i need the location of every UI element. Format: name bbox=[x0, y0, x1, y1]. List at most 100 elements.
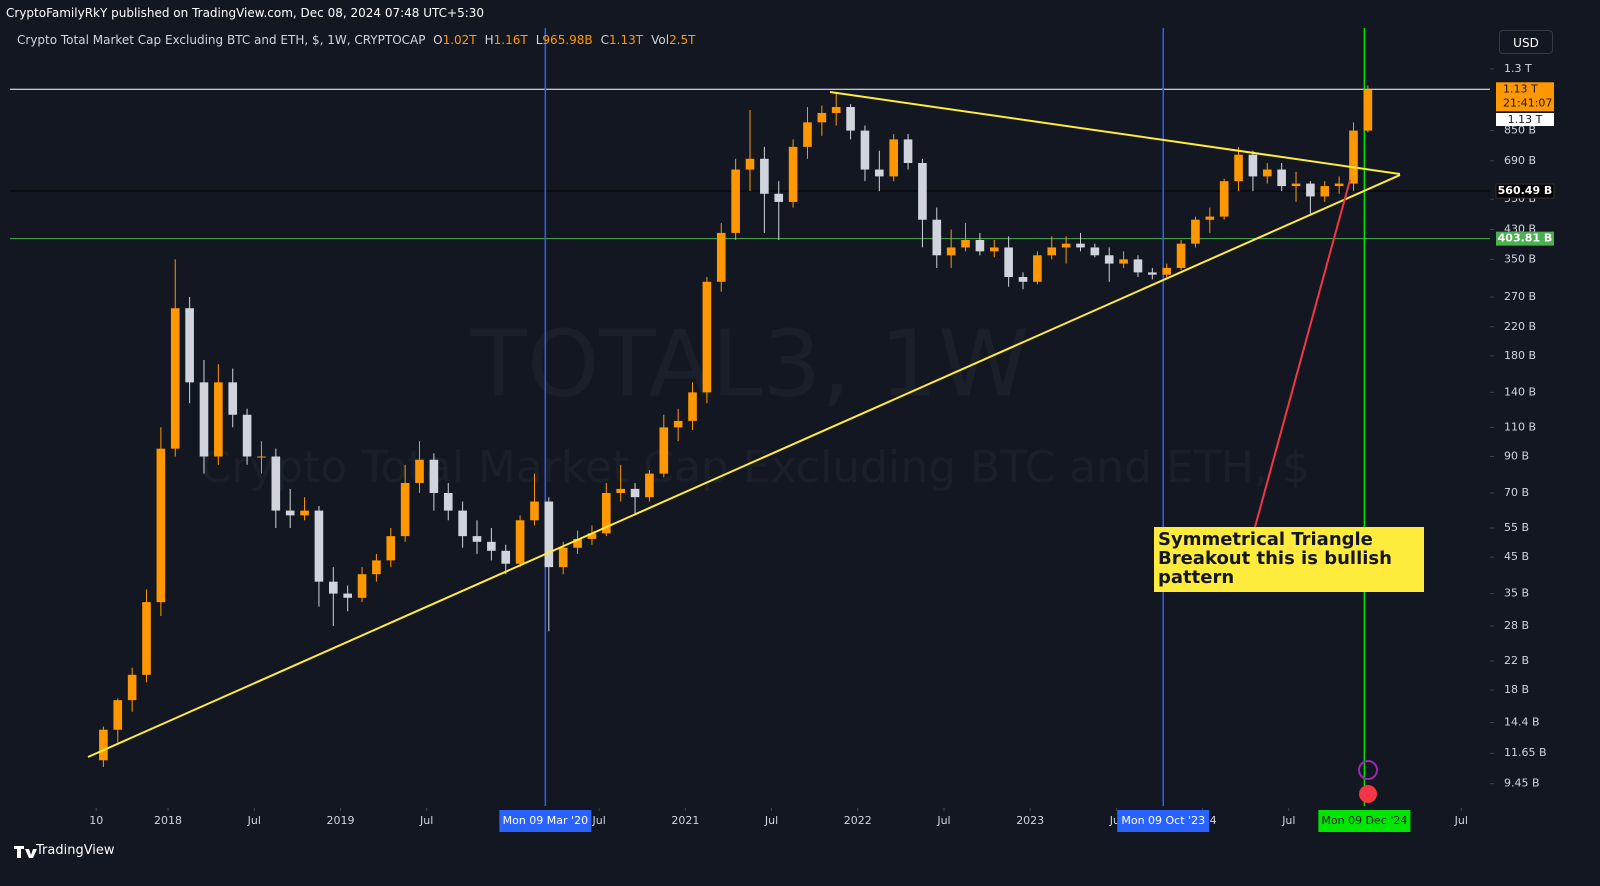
y-tick-label: 28 B bbox=[1504, 619, 1529, 632]
candle-body bbox=[429, 459, 439, 493]
countdown: 21:41:07 bbox=[1503, 96, 1552, 109]
candle-body bbox=[99, 729, 108, 761]
candle-body bbox=[1349, 130, 1358, 184]
candle-body bbox=[1248, 154, 1258, 177]
candle-body bbox=[530, 501, 539, 521]
candle-body bbox=[1191, 219, 1200, 244]
candle-body bbox=[788, 146, 798, 202]
event-icon bbox=[1358, 760, 1378, 780]
legend-value: 2.5T bbox=[669, 33, 696, 47]
x-tick-label: 2023 bbox=[1016, 814, 1044, 827]
candle-body bbox=[472, 536, 482, 542]
legend-title: Crypto Total Market Cap Excluding BTC an… bbox=[17, 33, 426, 47]
x-tick-label: Jul bbox=[1454, 814, 1468, 827]
price-badge bbox=[1496, 231, 1554, 246]
candle-body bbox=[271, 456, 281, 511]
candle-body bbox=[989, 247, 999, 252]
candle-body bbox=[501, 550, 511, 564]
candle-body bbox=[702, 281, 712, 393]
candle-body bbox=[616, 488, 625, 493]
candle-body bbox=[372, 560, 381, 575]
candle-body bbox=[1133, 259, 1143, 273]
x-tick-label: 2019 bbox=[326, 814, 354, 827]
candle-body bbox=[1291, 183, 1301, 187]
candle-body bbox=[170, 308, 180, 449]
candle-body bbox=[544, 501, 554, 568]
publisher: CryptoFamilyRkY published on TradingView… bbox=[6, 6, 485, 20]
candle-body bbox=[1234, 154, 1243, 182]
candle-body bbox=[1176, 243, 1186, 268]
candle-body bbox=[142, 602, 151, 675]
candle-body bbox=[573, 538, 582, 548]
legend: Crypto Total Market Cap Excluding BTC an… bbox=[17, 33, 703, 47]
y-tick-label: 11.65 B bbox=[1504, 746, 1547, 759]
candle-body bbox=[357, 574, 367, 598]
date-badge-label: Mon 09 Mar '20 bbox=[503, 814, 588, 827]
legend-value: 1.13T bbox=[609, 33, 644, 47]
y-tick-label: 55 B bbox=[1504, 521, 1529, 534]
watermark: Crypto Total Market Cap Excluding BTC an… bbox=[200, 442, 1310, 493]
candle-body bbox=[673, 420, 683, 428]
candle-body bbox=[932, 219, 942, 256]
candle-body bbox=[946, 247, 956, 256]
candle-body bbox=[257, 456, 266, 458]
x-tick-label: Jul bbox=[764, 814, 778, 827]
y-tick-label: 22 B bbox=[1504, 654, 1529, 667]
candle-body bbox=[415, 459, 424, 483]
y-tick-label: 18 B bbox=[1504, 683, 1529, 696]
candle-body bbox=[242, 414, 252, 457]
candle-body bbox=[1205, 216, 1215, 220]
legend-key: Vol bbox=[651, 33, 670, 47]
candle-body bbox=[1162, 267, 1172, 275]
candle-body bbox=[1018, 277, 1028, 282]
date-badge bbox=[1117, 810, 1210, 832]
candle-body bbox=[1047, 247, 1057, 256]
y-tick-label: 1.3 T bbox=[1504, 62, 1532, 75]
candle-body bbox=[443, 492, 453, 511]
candle-body bbox=[1076, 243, 1085, 248]
plot bbox=[10, 28, 1490, 806]
y-tick-label: 70 B bbox=[1504, 486, 1529, 499]
candle-body bbox=[515, 520, 525, 564]
footer-bar bbox=[0, 836, 1600, 886]
price-badge-label: 560.49 B bbox=[1498, 184, 1553, 197]
x-tick-label: 2022 bbox=[844, 814, 872, 827]
candle-body bbox=[1306, 183, 1315, 197]
legend-key: H bbox=[484, 33, 494, 47]
last-price-label: 1.13 T bbox=[1503, 82, 1538, 95]
candle-body bbox=[1148, 272, 1157, 275]
candle-body bbox=[127, 674, 137, 701]
annotation: Symmetrical Triangle Breakout this is bu… bbox=[1154, 527, 1424, 592]
candle-body bbox=[602, 492, 611, 534]
candle-body bbox=[659, 427, 669, 474]
legend-value: 1.02T bbox=[442, 33, 477, 47]
y-tick-label: 350 B bbox=[1504, 252, 1536, 265]
x-tick-label: 2018 bbox=[154, 814, 182, 827]
price-badge bbox=[1495, 183, 1555, 199]
y-tick-label: 140 B bbox=[1504, 385, 1536, 398]
candle-body bbox=[199, 382, 209, 457]
candle-body bbox=[1334, 183, 1344, 187]
candle-body bbox=[1262, 169, 1272, 177]
candle-body bbox=[1004, 247, 1013, 278]
candle-body bbox=[587, 533, 597, 539]
candle-body bbox=[831, 107, 841, 113]
candle-body bbox=[975, 240, 985, 252]
x-tick-label: 2021 bbox=[671, 814, 699, 827]
y-tick-label: 690 B bbox=[1504, 154, 1536, 167]
legend-key: O bbox=[433, 33, 443, 47]
y-tick-label: 180 B bbox=[1504, 349, 1536, 362]
candle-body bbox=[400, 482, 410, 537]
x-tick-label: Jul bbox=[1281, 814, 1295, 827]
arrow bbox=[1254, 179, 1351, 528]
y-tick-label: 850 B bbox=[1504, 124, 1536, 137]
y-tick-label: 220 B bbox=[1504, 320, 1536, 333]
candle-body bbox=[285, 510, 295, 516]
legend-key: C bbox=[600, 33, 610, 47]
candle-body bbox=[1090, 247, 1100, 256]
currency-button[interactable]: USD bbox=[1499, 30, 1553, 54]
candle-body bbox=[860, 130, 870, 170]
